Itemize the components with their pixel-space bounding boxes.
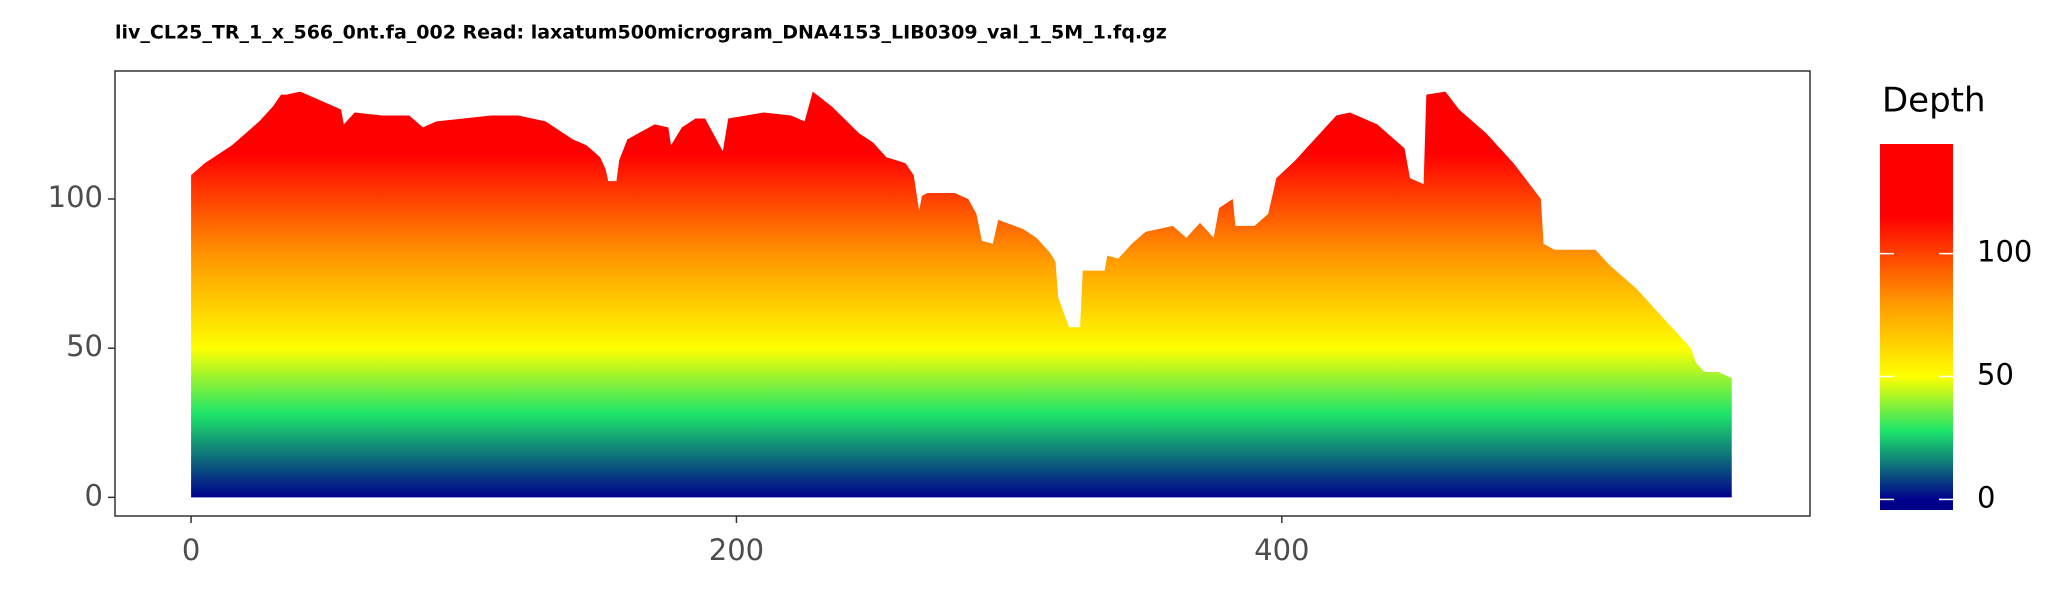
- legend-tick-label: 0: [1977, 480, 1995, 514]
- chart-title: liv_CL25_TR_1_x_566_0nt.fa_002 Read: lax…: [115, 22, 1167, 44]
- legend-tick-label: 50: [1977, 358, 2014, 392]
- y-tick-label: 0: [85, 478, 103, 512]
- x-tick-label: 400: [1254, 533, 1309, 567]
- y-tick-label: 50: [66, 329, 103, 363]
- y-tick-label: 100: [48, 180, 103, 214]
- legend-tick-label: 100: [1977, 235, 2032, 269]
- legend-title: Depth: [1882, 81, 1986, 121]
- legend-colorbar: [1880, 144, 1953, 510]
- coverage-area: [191, 91, 1732, 498]
- panel-border: [114, 70, 1811, 517]
- x-tick-label: 200: [709, 533, 764, 567]
- x-tick-label: 0: [182, 533, 200, 567]
